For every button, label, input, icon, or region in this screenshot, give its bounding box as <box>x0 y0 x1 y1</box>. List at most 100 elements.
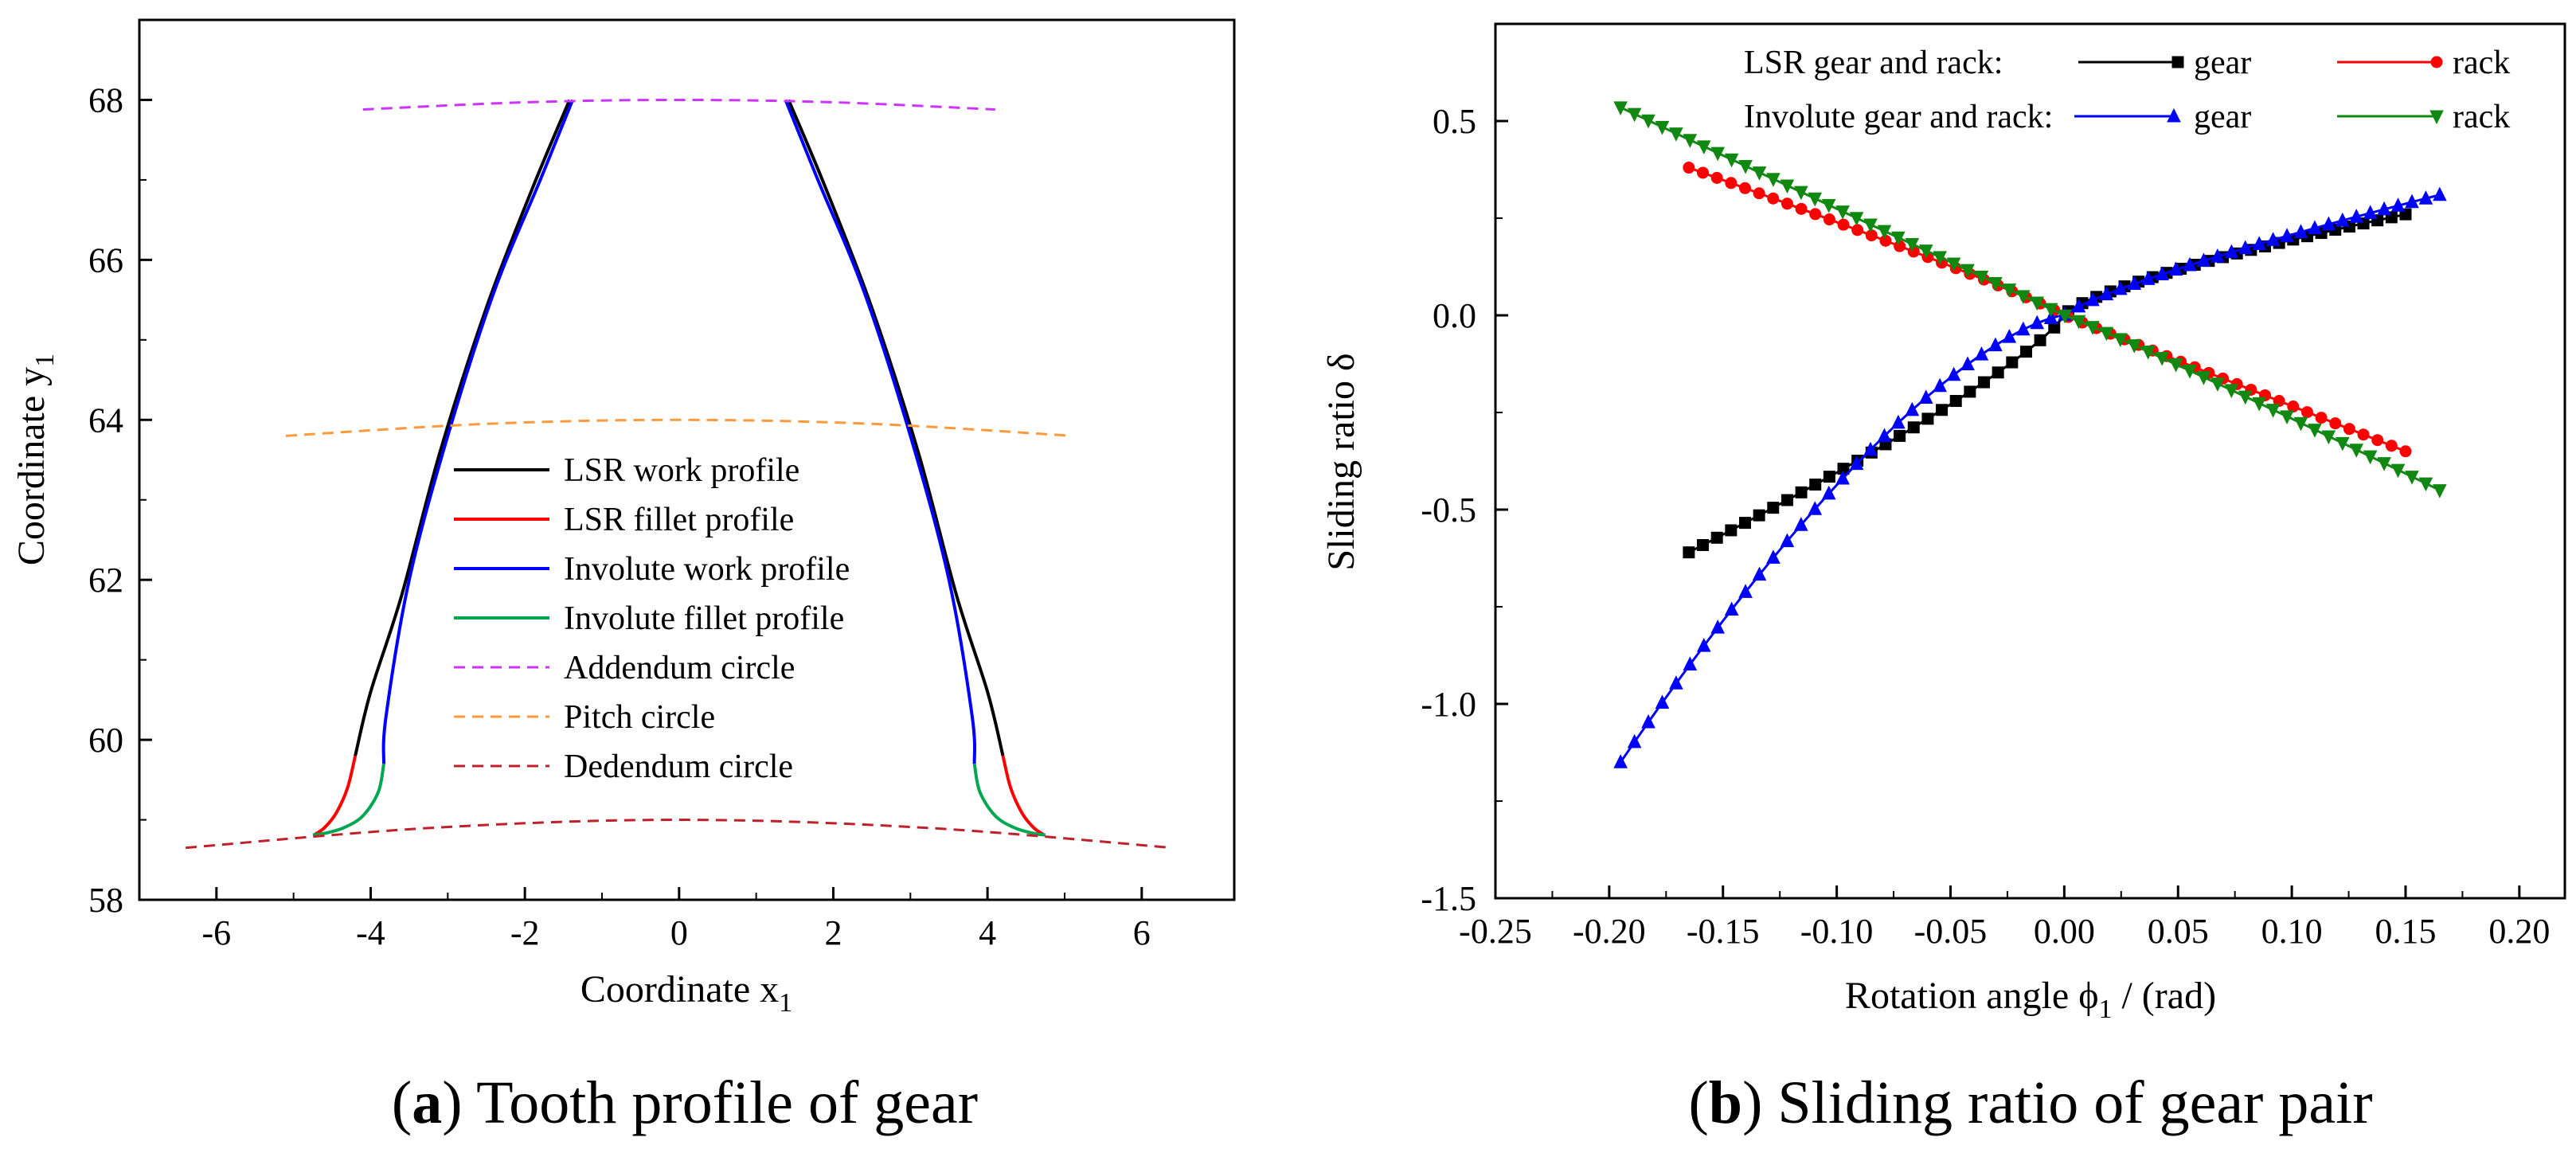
b-ytick-label: 0.0 <box>1433 296 1476 335</box>
b-point-involute-rack <box>2321 430 2336 445</box>
caption-b: (b) Sliding ratio of gear pair <box>1688 1069 2372 1136</box>
b-point-lsr-rack <box>1710 171 1723 184</box>
a-series-involute-fillet-profile-right- <box>972 763 1046 837</box>
b-legend-label: gear <box>2194 45 2251 81</box>
b-point-involute-rack <box>1918 244 1933 259</box>
b-point-involute-rack <box>2224 384 2239 399</box>
b-point-lsr-gear <box>1823 471 1835 483</box>
b-point-involute-rack <box>2155 351 2169 366</box>
b-point-involute-gear <box>2211 248 2225 263</box>
a-series-pitch-circle <box>285 418 1073 437</box>
b-point-involute-rack <box>1669 127 1683 142</box>
b-point-lsr-gear <box>1921 412 1934 425</box>
plot-a-series <box>185 98 1173 850</box>
b-point-involute-gear <box>1683 656 1698 671</box>
b-point-involute-rack <box>2390 463 2406 479</box>
caption-a-letter: a <box>412 1069 442 1136</box>
b-point-involute-rack <box>1655 120 1670 135</box>
b-point-involute-gear <box>1974 346 1989 361</box>
b-ytick-label: -0.5 <box>1421 491 1476 530</box>
b-point-lsr-rack <box>2399 445 2412 458</box>
b-point-involute-gear <box>2168 261 2183 276</box>
caption-b-text: Sliding ratio of gear pair <box>1777 1069 2372 1136</box>
a-legend-label: LSR work profile <box>564 452 799 489</box>
b-xtick-label: 0.15 <box>2375 912 2436 951</box>
a-xtick-label: -6 <box>202 913 232 952</box>
a-series-involute-fillet-profile <box>312 763 385 837</box>
b-point-involute-gear <box>1835 470 1850 485</box>
b-legend-marker <box>2430 56 2443 68</box>
b-legend-marker <box>2429 110 2444 125</box>
a-series-dedendum-circle <box>185 819 1173 850</box>
a-xtick-label: 2 <box>824 913 842 952</box>
b-point-lsr-gear <box>1683 546 1695 559</box>
b-point-lsr-rack <box>1837 218 1850 231</box>
b-point-involute-rack <box>1696 140 1711 155</box>
b-point-lsr-gear <box>1795 486 1808 498</box>
b-legend-group-label: Involute gear and rack: <box>1744 99 2053 135</box>
b-point-lsr-rack <box>1738 182 1751 194</box>
b-point-involute-gear <box>1877 428 1892 443</box>
b-xtick-label: -0.15 <box>1687 912 1760 951</box>
b-xtick-label: -0.20 <box>1573 912 1646 951</box>
a-legend-label: Involute fillet profile <box>564 600 844 637</box>
b-ytick-label: 0.5 <box>1433 102 1476 141</box>
b-point-involute-gear <box>2113 280 2128 295</box>
b-point-lsr-gear <box>1753 509 1765 522</box>
b-point-involute-rack <box>2363 450 2378 465</box>
caption-b-letter: b <box>1709 1069 1742 1136</box>
b-series-involute-gear-line <box>1619 193 2441 764</box>
b-point-involute-gear <box>1641 713 1655 729</box>
b-point-involute-rack <box>2071 315 2086 330</box>
b-point-involute-rack <box>2308 424 2322 438</box>
plot-a-yticks: 58 60 62 64 66 68 <box>88 19 152 920</box>
b-point-lsr-gear <box>1697 539 1710 552</box>
b-point-lsr-rack <box>2371 434 2384 447</box>
b-ytick-label: -1.5 <box>1421 879 1476 918</box>
plot-a-xticks: -6 -4 -2 0 2 4 6 <box>202 887 1151 952</box>
b-point-lsr-gear <box>1710 531 1723 544</box>
b-point-involute-rack <box>2433 484 2447 498</box>
b-point-lsr-gear <box>1809 479 1822 491</box>
plot-b-xticks: -0.25 -0.20 -0.15 -0.10 -0.05 0.00 0.05 0.10 0.1… <box>1459 885 2550 951</box>
a-xtick-label: -4 <box>356 913 385 952</box>
a-xtick-label: 0 <box>670 913 688 952</box>
b-point-involute-rack <box>2377 457 2391 471</box>
b-xtick-label: -0.10 <box>1800 912 1874 951</box>
b-point-involute-rack <box>2293 416 2308 432</box>
b-point-lsr-rack <box>1823 213 1835 226</box>
b-legend-group-label: LSR gear and rack: <box>1744 45 2003 81</box>
b-point-involute-gear <box>2196 252 2211 268</box>
a-legend-label: Involute work profile <box>564 551 850 588</box>
plot-b-frame <box>1494 22 2566 900</box>
b-point-involute-rack <box>2196 371 2211 385</box>
b-point-involute-rack <box>1933 251 1947 265</box>
panel-a: -6 -4 -2 0 2 4 6 58 60 62 64 66 68 LSR work profile… <box>10 18 1236 1136</box>
b-point-involute-rack <box>1877 225 1892 240</box>
b-point-involute-gear <box>2433 186 2447 201</box>
b-xtick-label: 0.20 <box>2488 912 2550 951</box>
b-point-lsr-rack <box>2315 412 2328 424</box>
b-point-involute-gear <box>2238 240 2253 255</box>
b-point-lsr-rack <box>1697 166 1710 179</box>
a-legend-label: LSR fillet profile <box>564 502 794 538</box>
plot-b-yticks: -1.5 -1.0 -0.5 0.0 0.5 <box>1421 23 1508 918</box>
b-point-involute-rack <box>1821 198 1836 213</box>
b-point-lsr-gear <box>1894 429 1906 442</box>
b-legend-label: rack <box>2453 45 2510 81</box>
b-xtick-label: 0.10 <box>2261 912 2323 951</box>
b-point-involute-gear <box>2030 315 2045 330</box>
b-xtick-label: 0.00 <box>2034 912 2095 951</box>
b-point-involute-rack <box>1905 237 1920 252</box>
caption-a-text: Tooth profile of gear <box>476 1069 978 1136</box>
plot-a-ylabel: Coordinate y1 <box>10 354 60 565</box>
b-series-lsr-gear-line <box>1688 213 2406 554</box>
b-xtick-label: -0.25 <box>1459 912 1532 951</box>
plot-b-legend: LSR gear and rack: gear rack Involute gear … <box>1744 45 2510 135</box>
a-ytick-label: 68 <box>88 80 123 119</box>
b-point-involute-rack <box>2085 321 2100 335</box>
b-point-lsr-gear <box>2006 356 2019 369</box>
b-point-involute-rack <box>1641 114 1655 129</box>
b-point-lsr-gear <box>1992 366 2004 379</box>
a-ytick-label: 58 <box>88 881 123 920</box>
